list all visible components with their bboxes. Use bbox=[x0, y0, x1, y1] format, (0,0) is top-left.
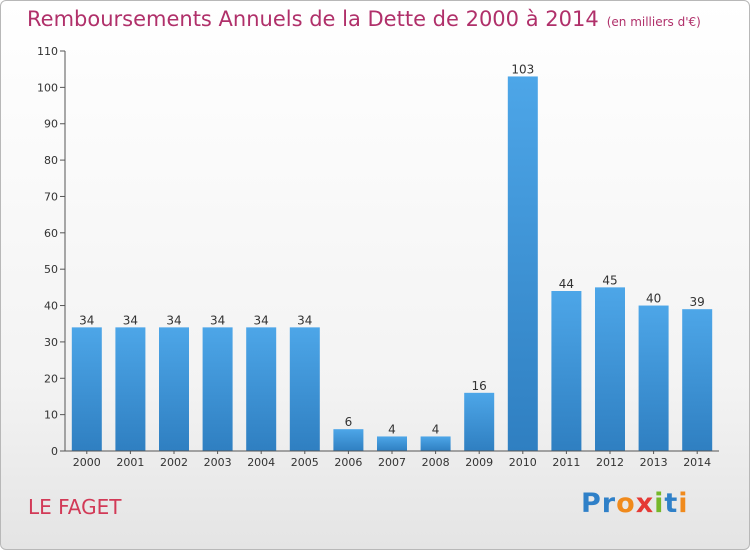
x-tick-label: 2006 bbox=[334, 456, 362, 469]
bar-value-label: 4 bbox=[432, 422, 440, 436]
bar-value-label: 34 bbox=[297, 313, 312, 327]
y-tick-label: 50 bbox=[44, 263, 58, 276]
proxiti-logo: Proxiti bbox=[581, 488, 689, 519]
bar-value-label: 45 bbox=[602, 273, 617, 287]
bar bbox=[115, 327, 146, 451]
bar bbox=[377, 436, 407, 451]
x-tick-label: 2011 bbox=[552, 456, 580, 469]
bar-value-label: 16 bbox=[472, 379, 487, 393]
logo-letter: r bbox=[601, 488, 617, 519]
x-tick-label: 2014 bbox=[683, 456, 711, 469]
bar-value-label: 4 bbox=[388, 422, 396, 436]
y-tick-label: 70 bbox=[44, 190, 58, 203]
x-tick-label: 2012 bbox=[596, 456, 624, 469]
bar-value-label: 34 bbox=[166, 313, 181, 327]
logo-letter: t bbox=[664, 488, 679, 519]
y-tick-label: 10 bbox=[44, 409, 58, 422]
y-tick-label: 0 bbox=[51, 445, 58, 458]
logo-letter: P bbox=[581, 488, 602, 519]
x-tick-label: 2005 bbox=[291, 456, 319, 469]
y-tick-label: 80 bbox=[44, 154, 58, 167]
x-tick-label: 2013 bbox=[640, 456, 668, 469]
x-tick-label: 2003 bbox=[204, 456, 232, 469]
bar bbox=[71, 327, 102, 451]
x-tick-label: 2001 bbox=[116, 456, 144, 469]
y-tick-label: 30 bbox=[44, 336, 58, 349]
y-tick-label: 60 bbox=[44, 227, 58, 240]
chart-title: Remboursements Annuels de la Dette de 20… bbox=[27, 7, 701, 31]
bar bbox=[464, 392, 495, 451]
bar bbox=[551, 291, 582, 451]
bar-value-label: 34 bbox=[210, 313, 225, 327]
logo-letter: o bbox=[616, 488, 636, 519]
logo-letter: i bbox=[678, 488, 689, 519]
bar bbox=[595, 287, 625, 451]
y-tick-label: 90 bbox=[44, 118, 58, 131]
bar-value-label: 34 bbox=[79, 313, 94, 327]
y-tick-label: 110 bbox=[37, 45, 58, 58]
y-axis: 0 10 20 30 40 50 60 70 80 90 100 110 bbox=[37, 45, 66, 458]
bar-value-label: 40 bbox=[646, 292, 661, 306]
bar bbox=[638, 305, 669, 451]
bar bbox=[420, 436, 451, 451]
x-tick-label: 2010 bbox=[509, 456, 537, 469]
logo-letter: x bbox=[635, 488, 655, 519]
bar bbox=[159, 327, 189, 451]
bar bbox=[246, 327, 277, 451]
bar bbox=[507, 76, 538, 452]
place-name: LE FAGET bbox=[28, 495, 122, 519]
y-tick-label: 20 bbox=[44, 372, 58, 385]
bar-value-label: 44 bbox=[559, 277, 574, 291]
x-tick-label: 2000 bbox=[73, 456, 101, 469]
bar bbox=[333, 429, 364, 451]
bar bbox=[682, 309, 713, 451]
bar bbox=[202, 327, 233, 451]
x-tick-label: 2002 bbox=[160, 456, 188, 469]
bar-value-label: 6 bbox=[345, 415, 353, 429]
bar-value-label: 34 bbox=[254, 313, 269, 327]
bar-value-label: 103 bbox=[511, 62, 534, 76]
x-axis: 2000 2001 2002 2003 2004 2005 2006 2007 2008 2009… bbox=[65, 450, 719, 469]
chart-unit: (en milliers d'€) bbox=[606, 15, 701, 29]
bar-value-label: 39 bbox=[690, 295, 705, 309]
y-tick-label: 100 bbox=[37, 81, 58, 94]
x-tick-label: 2009 bbox=[465, 456, 493, 469]
x-tick-label: 2004 bbox=[247, 456, 275, 469]
bar bbox=[289, 327, 320, 451]
x-tick-label: 2008 bbox=[422, 456, 450, 469]
bar-value-label: 34 bbox=[123, 313, 138, 327]
y-tick-label: 40 bbox=[44, 300, 58, 313]
chart-title-text: Remboursements Annuels de la Dette de 20… bbox=[27, 7, 599, 31]
logo-letter: i bbox=[654, 488, 665, 519]
x-tick-label: 2007 bbox=[378, 456, 406, 469]
